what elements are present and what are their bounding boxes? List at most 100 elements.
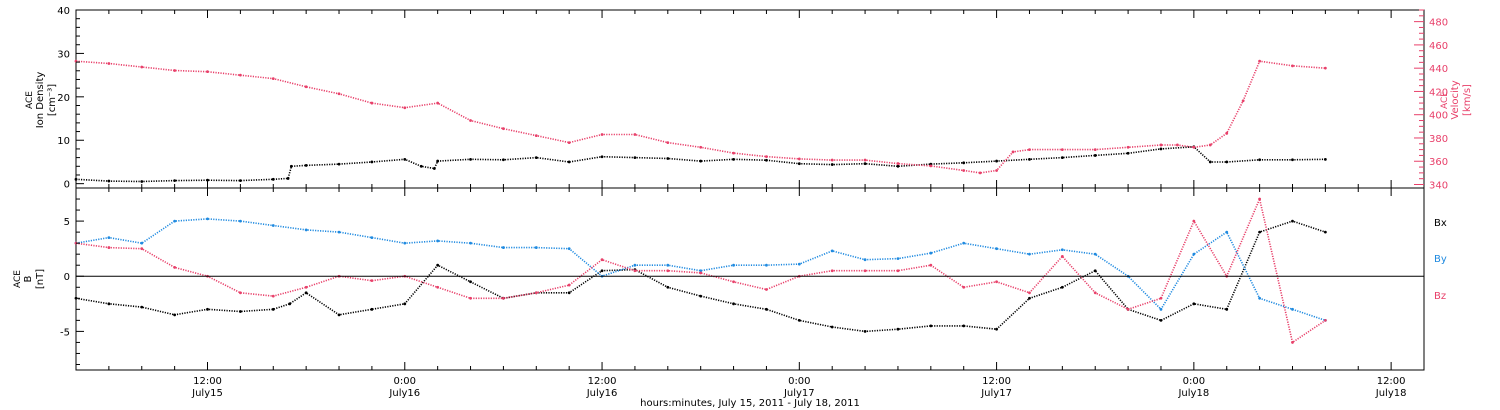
data-point-bx-36 <box>1225 307 1229 311</box>
data-point-bx-31 <box>1060 285 1064 289</box>
data-point-velocity-30 <box>1011 150 1015 154</box>
data-point-bz-6 <box>271 294 275 298</box>
series-line-ion-density <box>75 145 1326 183</box>
data-point-bz-31 <box>1093 291 1097 295</box>
data-point-bx-5 <box>238 310 242 313</box>
data-point-ion-density-31 <box>962 161 966 165</box>
data-point-by-18 <box>666 263 670 267</box>
density-tick-label: 0 <box>64 180 70 191</box>
bottom-panel-frame <box>75 187 1425 371</box>
data-point-bx-17 <box>600 269 604 273</box>
data-point-velocity-9 <box>370 101 374 105</box>
data-point-velocity-32 <box>1060 148 1064 152</box>
x-tick-label-time: 12:00 <box>193 376 222 387</box>
data-point-bz-11 <box>436 285 440 289</box>
data-point-bx-29 <box>995 327 998 331</box>
data-point-ion-density-37 <box>1159 147 1163 151</box>
data-point-ion-density-29 <box>896 164 900 168</box>
data-point-by-15 <box>567 247 571 251</box>
series-line-bz <box>75 196 1326 344</box>
data-point-ion-density-14 <box>432 167 436 170</box>
data-point-bx-16 <box>567 291 571 295</box>
velocity-tick-label: 460 <box>1429 41 1448 52</box>
data-point-ion-density-33 <box>1028 157 1031 161</box>
data-point-velocity-6 <box>271 77 275 81</box>
data-point-velocity-38 <box>1208 143 1212 147</box>
data-point-bx-11 <box>403 302 407 306</box>
data-point-ion-density-2 <box>140 180 144 183</box>
data-point-ion-density-5 <box>238 179 242 183</box>
data-point-velocity-35 <box>1159 143 1163 147</box>
data-point-ion-density-21 <box>633 156 637 160</box>
data-point-velocity-39 <box>1225 131 1229 135</box>
data-point-bx-38 <box>1291 219 1294 223</box>
data-point-bz-13 <box>502 296 505 300</box>
velocity-tick-label: 380 <box>1429 134 1448 145</box>
data-point-bx-30 <box>1028 296 1031 300</box>
data-point-velocity-2 <box>140 65 144 69</box>
bottom-ylabel-line3: [nT] <box>35 269 46 289</box>
data-point-by-37 <box>1291 307 1294 311</box>
data-point-bz-17 <box>633 269 637 273</box>
data-point-velocity-11 <box>436 101 440 105</box>
data-point-bx-12 <box>436 263 440 267</box>
data-point-by-29 <box>1028 252 1031 256</box>
data-point-bx-10 <box>370 307 374 311</box>
data-point-by-4 <box>206 217 209 221</box>
velocity-tick-label: 420 <box>1429 87 1448 98</box>
data-point-velocity-7 <box>304 85 308 89</box>
data-point-by-17 <box>633 263 637 267</box>
data-point-ion-density-35 <box>1093 154 1097 157</box>
data-point-ion-density-43 <box>1323 157 1327 161</box>
data-point-velocity-3 <box>173 69 177 72</box>
data-point-velocity-1 <box>107 62 111 65</box>
data-point-velocity-17 <box>633 133 637 136</box>
x-tick-label-time: 0:00 <box>788 376 810 387</box>
data-point-ion-density-12 <box>403 157 407 161</box>
x-tick-label-day: July15 <box>191 388 223 399</box>
data-point-velocity-24 <box>863 158 867 162</box>
data-point-velocity-34 <box>1126 145 1130 149</box>
x-tick-label-time: 12:00 <box>982 376 1011 387</box>
data-point-velocity-29 <box>995 169 998 172</box>
data-point-ion-density-6 <box>271 177 275 181</box>
data-point-by-33 <box>1159 307 1163 311</box>
data-point-bx-25 <box>863 329 867 333</box>
data-point-bz-19 <box>699 271 703 275</box>
data-point-by-19 <box>699 269 703 273</box>
x-tick-label-time: 0:00 <box>394 376 416 387</box>
data-point-bz-3 <box>173 266 177 269</box>
data-point-velocity-13 <box>502 127 505 131</box>
data-point-ion-density-41 <box>1258 158 1262 162</box>
data-point-by-8 <box>337 230 341 234</box>
data-point-velocity-36 <box>1176 143 1179 147</box>
x-tick-label-time: 12:00 <box>1377 376 1406 387</box>
data-point-bx-7 <box>288 302 292 306</box>
x-axis-label: hours:minutes, July 15, 2011 - July 18, … <box>640 398 860 409</box>
data-point-ion-density-23 <box>699 159 703 163</box>
velocity-tick-label: 480 <box>1429 18 1448 29</box>
series-line-by <box>75 218 1326 322</box>
top-right-ylabel-line3: [km/s] <box>1462 84 1473 116</box>
top-right-ylabel-line1: ACE <box>1440 91 1450 109</box>
data-point-by-9 <box>370 236 374 240</box>
data-point-by-26 <box>929 251 933 255</box>
data-point-by-25 <box>896 257 900 260</box>
data-point-bz-27 <box>962 285 966 289</box>
top-right-ylabel-line2: Velocity <box>1450 80 1461 119</box>
data-point-bx-4 <box>206 307 209 311</box>
data-point-by-31 <box>1093 252 1097 256</box>
data-point-ion-density-16 <box>469 157 472 161</box>
data-point-bx-9 <box>337 313 341 317</box>
data-point-ion-density-9 <box>304 164 308 167</box>
legend-by: By <box>1434 254 1447 265</box>
data-point-bx-22 <box>765 307 768 311</box>
data-point-bz-26 <box>929 263 933 267</box>
data-point-bz-34 <box>1192 219 1196 223</box>
data-point-bx-3 <box>173 313 177 317</box>
data-point-bz-28 <box>995 280 998 284</box>
data-point-bx-2 <box>140 305 144 309</box>
data-point-bx-8 <box>304 291 308 295</box>
data-point-bx-37 <box>1258 230 1262 234</box>
